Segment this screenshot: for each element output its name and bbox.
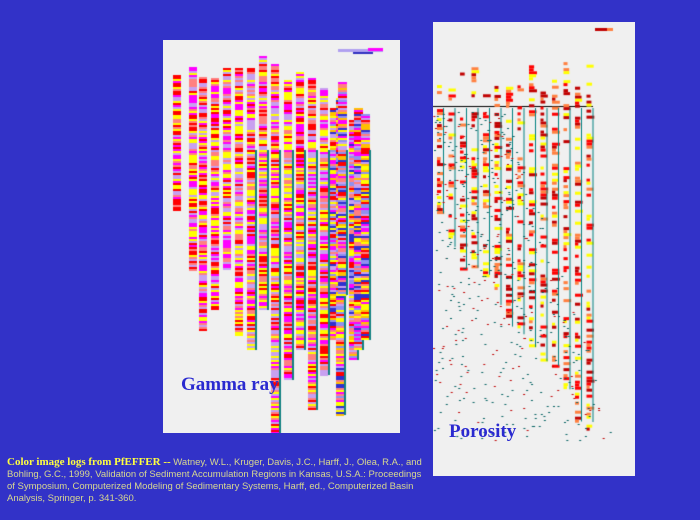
gamma-ray-log-columns	[163, 40, 400, 433]
porosity-image: Porosity	[433, 22, 635, 476]
porosity-label: Porosity	[449, 421, 517, 442]
citation-caption: Color image logs from PfEFFER -- Watney,…	[7, 456, 427, 505]
gamma-ray-image: Gamma ray	[163, 40, 400, 433]
caption-text: Watney, W.L., Kruger, Davis, J.C., Harff…	[7, 457, 422, 504]
porosity-log-columns	[433, 22, 635, 476]
gamma-ray-label: Gamma ray	[181, 374, 279, 395]
caption-title: Color image logs from PfEFFER --	[7, 456, 171, 468]
